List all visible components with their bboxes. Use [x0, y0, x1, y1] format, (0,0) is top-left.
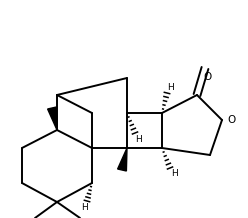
Text: H: H [167, 82, 173, 92]
Text: O: O [203, 72, 211, 82]
Text: H: H [81, 203, 87, 211]
Text: H: H [136, 135, 142, 143]
Polygon shape [48, 107, 57, 130]
Polygon shape [118, 148, 127, 171]
Text: H: H [171, 170, 177, 179]
Text: O: O [227, 115, 235, 125]
